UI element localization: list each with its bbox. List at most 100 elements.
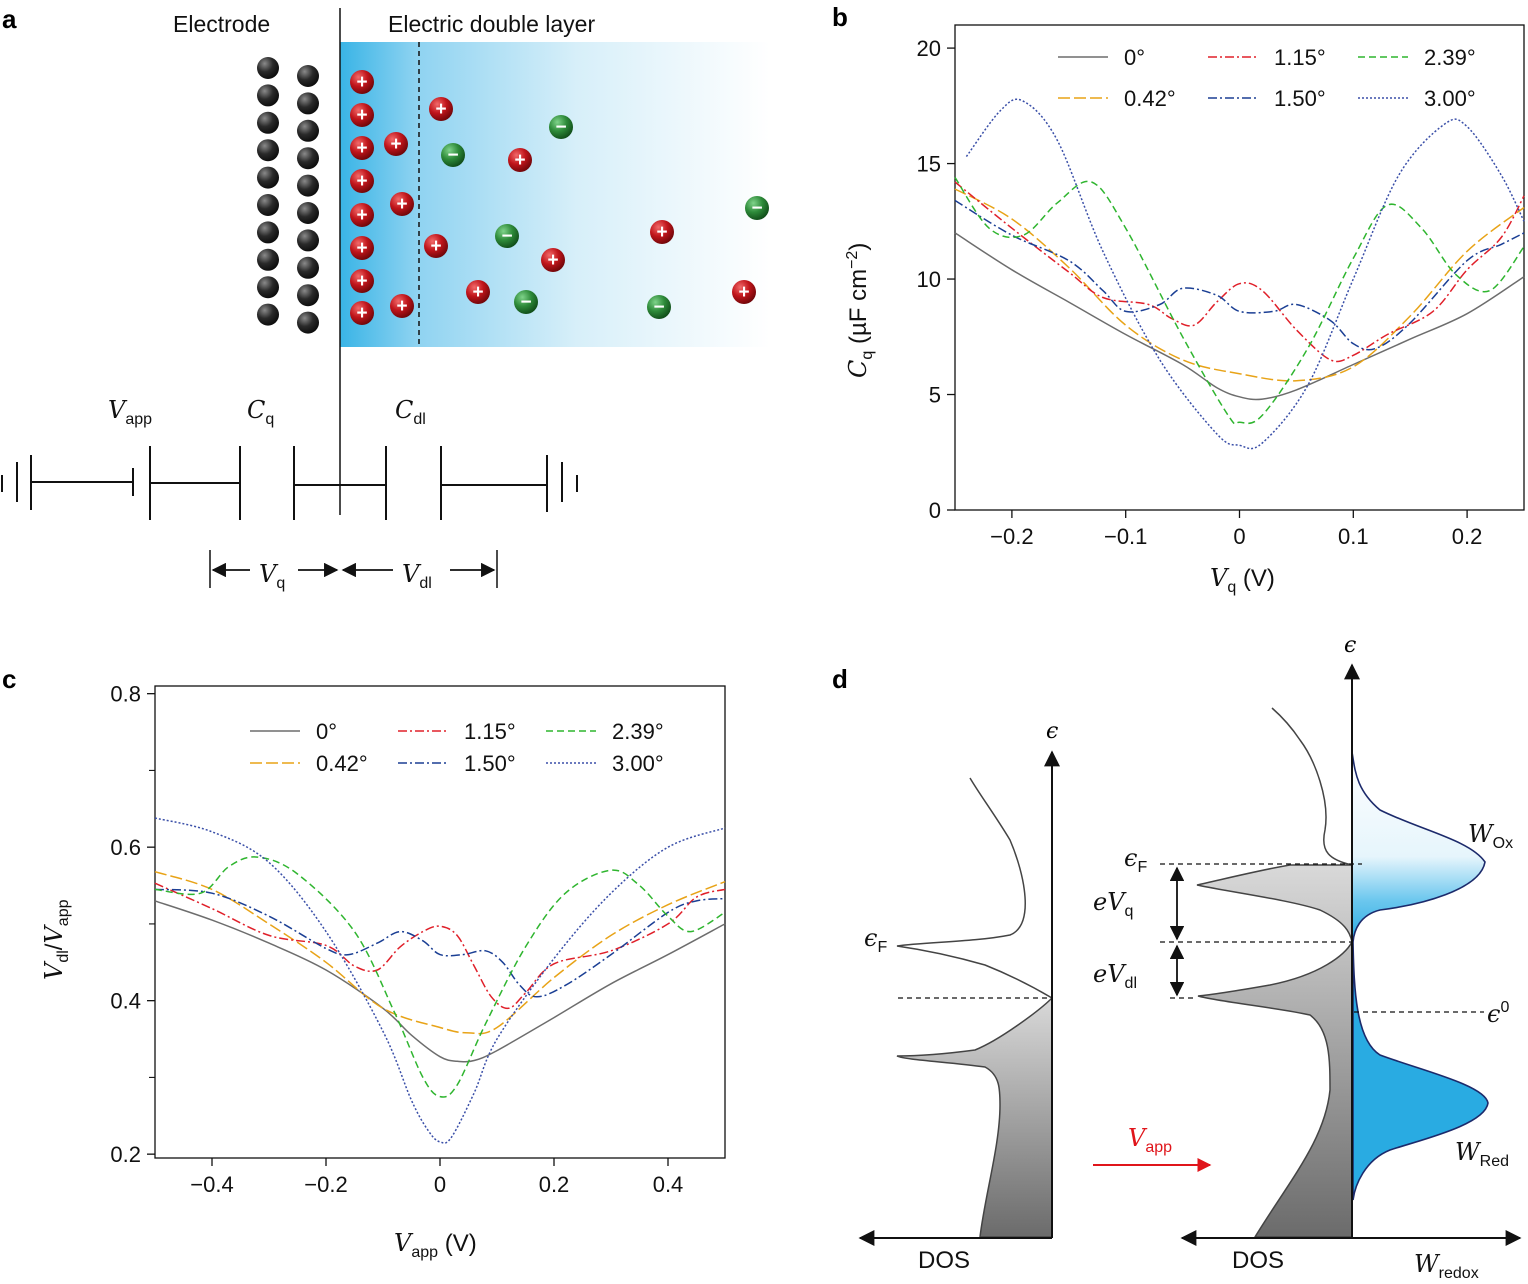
label-wredox: Wredox — [1414, 1250, 1479, 1282]
cation-sign: + — [656, 222, 667, 243]
cation-sign: + — [738, 282, 749, 303]
electrode-atom — [257, 111, 279, 134]
electrode-atom — [297, 284, 319, 307]
legend-label: 1.15° — [1274, 45, 1326, 70]
legend-item: 1.50° — [1208, 86, 1326, 111]
cation: + — [390, 294, 414, 318]
x-tick-label: −0.2 — [990, 524, 1033, 549]
electrode-atom — [257, 221, 279, 244]
chart-b-xlabel: Vq (V) — [1210, 564, 1275, 596]
vapp-arrow-label: Vapp — [1128, 1124, 1172, 1156]
epsilon-left: ϵ — [1046, 719, 1058, 744]
label-evdl: eVdl — [1093, 960, 1137, 992]
electrode-atom — [297, 147, 319, 170]
eps-f-right: ϵF — [1124, 844, 1147, 876]
electrode-atom — [297, 202, 319, 224]
label-w-ox: WOx — [1468, 820, 1513, 852]
chart-c-ylabel: Vdl/Vapp — [40, 899, 72, 980]
cation: + — [429, 97, 453, 121]
anion-sign: − — [520, 292, 531, 313]
cation: + — [424, 234, 448, 258]
chart-b-ylabel: Cq (µF cm−2) — [844, 243, 876, 378]
electrode-atom — [257, 57, 279, 79]
label-cq: Cq — [247, 396, 274, 428]
cation-sign: + — [356, 72, 367, 93]
dos-left: ϵ ϵF DOS — [858, 719, 1060, 1274]
y-tick-label: 0 — [929, 498, 941, 523]
cation-sign: + — [356, 171, 367, 192]
legend-item: 0° — [1058, 45, 1145, 70]
cation: + — [732, 280, 756, 304]
anion: − — [441, 143, 465, 167]
y-tick-label: 0.8 — [110, 682, 141, 707]
electrode-atom — [297, 311, 319, 334]
x-tick-label: 0.4 — [653, 1172, 684, 1197]
legend-item: 2.39° — [546, 719, 664, 744]
series-line — [154, 882, 726, 1010]
legend-label: 0° — [316, 719, 337, 744]
cation-sign: + — [356, 105, 367, 126]
w-ox-curve — [1351, 751, 1486, 943]
anion: − — [647, 295, 671, 319]
electrode-atoms — [257, 57, 319, 334]
dos-label-right: DOS — [1232, 1247, 1284, 1274]
anion: − — [495, 224, 519, 248]
legend-label: 0.42° — [1124, 86, 1176, 111]
legend-label: 2.39° — [1424, 45, 1476, 70]
legend-item: 1.15° — [1208, 45, 1326, 70]
panel-a: a Electrode Electric double layer + + + + + +… — [1, 4, 770, 592]
x-tick-label: 0 — [434, 1172, 446, 1197]
electrode-atom — [257, 248, 279, 271]
legend-item: 0.42° — [250, 751, 368, 776]
cation: + — [350, 301, 374, 325]
y-tick-label: 5 — [929, 383, 941, 408]
legend-item: 1.15° — [398, 719, 516, 744]
series-line — [954, 181, 1525, 363]
anion: − — [549, 115, 573, 139]
electrode-atom — [297, 229, 319, 252]
y-tick-label: 0.2 — [110, 1142, 141, 1167]
electrode-atom — [297, 119, 319, 142]
dos-left-filled — [896, 996, 1053, 1238]
legend-label: 3.00° — [612, 751, 664, 776]
legend-item: 3.00° — [546, 751, 664, 776]
label-eps0: ϵ0 — [1487, 999, 1509, 1028]
legend-label: 0.42° — [316, 751, 368, 776]
anion-sign: − — [751, 198, 762, 219]
x-tick-label: 0.2 — [1452, 524, 1483, 549]
cation-sign: + — [356, 303, 367, 324]
label-evq: eVq — [1093, 888, 1133, 920]
chart-c-xlabel: Vapp (V) — [394, 1229, 477, 1261]
anion: − — [745, 196, 769, 220]
cation: + — [350, 136, 374, 160]
series-line — [954, 188, 1525, 382]
series-line — [965, 98, 1525, 450]
anion-sign: − — [555, 117, 566, 138]
anion-sign: − — [501, 226, 512, 247]
anion: − — [514, 290, 538, 314]
legend-b: 0° 1.15° 2.39° 0.42° 1.50° 3.00° — [1058, 45, 1476, 111]
cation: + — [350, 103, 374, 127]
panel-label-c: c — [2, 664, 16, 694]
cation-sign: + — [390, 134, 401, 155]
cation-sign: + — [547, 250, 558, 271]
series-line — [954, 176, 1525, 425]
electrode-atom — [297, 92, 319, 115]
dos-left-empty — [896, 777, 1053, 999]
series-line — [954, 199, 1525, 351]
x-tick-label: −0.2 — [304, 1172, 347, 1197]
series-line — [154, 900, 726, 1063]
electrode-atom — [257, 84, 279, 107]
legend-label: 2.39° — [612, 719, 664, 744]
legend-item: 0.42° — [1058, 86, 1176, 111]
equivalent-circuit — [1, 446, 578, 588]
legend-label: 1.15° — [464, 719, 516, 744]
label-vdl: Vdl — [402, 560, 432, 592]
y-tick-label: 0.4 — [110, 989, 141, 1014]
panel-b: b −0.2 −0.1 0 0.1 0.2 0 5 10 15 20 Vq (V) Cq (µF … — [832, 2, 1525, 596]
cation-sign: + — [356, 271, 367, 292]
cation-sign: + — [472, 282, 483, 303]
series-line — [154, 888, 726, 998]
cation: + — [350, 269, 374, 293]
chart-c: −0.4 −0.2 0 0.2 0.4 0.2 0.4 0.6 0.8 — [110, 682, 726, 1197]
